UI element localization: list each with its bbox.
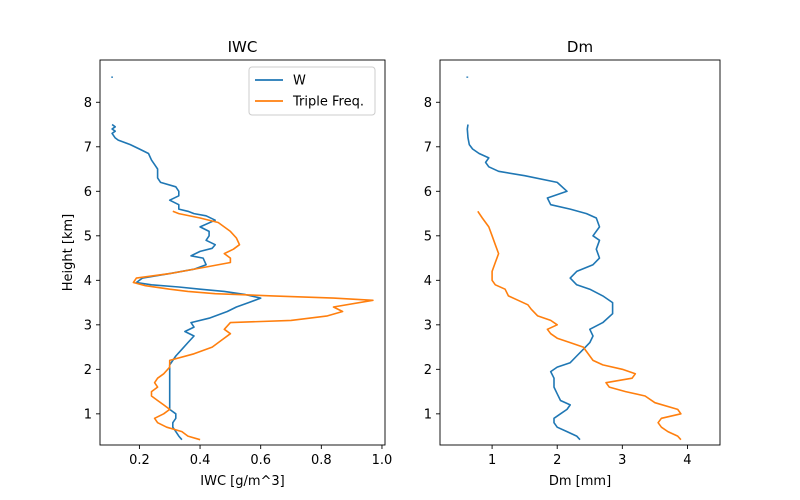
series-line-triple-freq- (132, 210, 374, 441)
y-tick-label: 6 (84, 185, 92, 200)
y-tick-label: 8 (424, 96, 432, 111)
x-tick-label: 2 (553, 453, 561, 468)
axes-frame (99, 59, 386, 446)
x-tick-label: 1 (488, 453, 496, 468)
x-tick-label: 3 (618, 453, 626, 468)
legend-label: W (293, 74, 306, 89)
panel-title: IWC (228, 38, 258, 56)
series-line-triple-freq- (477, 210, 682, 441)
y-tick-label: 2 (84, 363, 92, 378)
x-tick-label: 0.6 (250, 453, 271, 468)
y-tick-label: 6 (424, 185, 432, 200)
panel-iwc: 0.2 0.4 0.6 0.8 1.0 1 2 3 4 5 6 7 8 IWC IWC [g/m^3] Hei… (61, 38, 392, 489)
y-tick-label: 4 (424, 274, 432, 289)
y-tick-label: 1 (424, 407, 432, 422)
legend-frame (248, 66, 376, 116)
y-tick-label: 7 (424, 140, 432, 155)
x-tick-label: 4 (683, 453, 691, 468)
y-tick-label: 5 (84, 229, 92, 244)
series-line-w (466, 124, 614, 441)
x-axis-label: Dm [mm] (549, 474, 611, 489)
panel-title: Dm (567, 38, 593, 56)
x-tick-label: 1.0 (372, 453, 393, 468)
series-line-w (111, 123, 262, 441)
x-tick-label: 0.4 (190, 453, 211, 468)
x-axis-label: IWC [g/m^3] (200, 474, 285, 489)
y-tick-label: 1 (84, 407, 92, 422)
y-tick-label: 4 (84, 274, 92, 289)
x-tick-label: 0.8 (311, 453, 332, 468)
y-tick-label: 2 (424, 363, 432, 378)
legend: W Triple Freq. (248, 66, 376, 116)
y-tick-label: 8 (84, 96, 92, 111)
panel-dm: 1 2 3 4 1 2 3 4 5 6 7 8 Dm Dm [mm] (424, 38, 721, 489)
y-axis-label: Height [km] (61, 214, 76, 291)
legend-label: Triple Freq. (292, 95, 364, 110)
x-tick-label: 0.2 (129, 453, 150, 468)
y-tick-label: 3 (424, 318, 432, 333)
axes-frame (439, 59, 721, 446)
y-tick-label: 5 (424, 229, 432, 244)
y-tick-label: 7 (84, 140, 92, 155)
y-tick-label: 3 (84, 318, 92, 333)
